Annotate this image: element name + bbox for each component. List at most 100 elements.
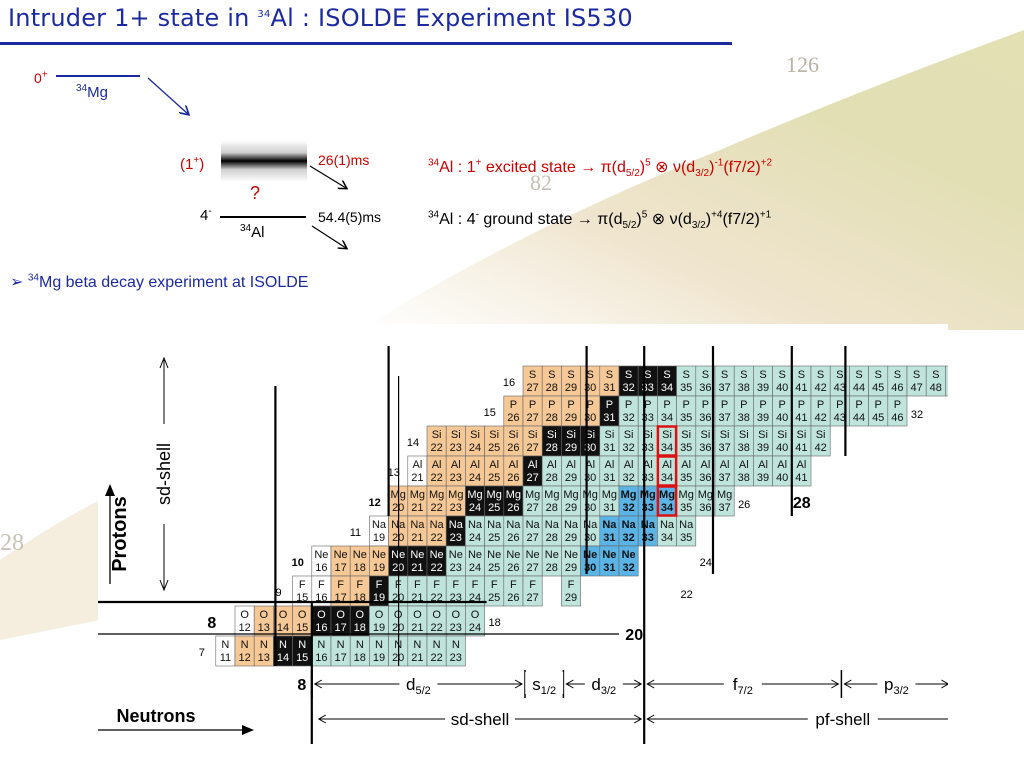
nuclide-symbol: Ne bbox=[449, 549, 463, 561]
nuclide-mass: 41 bbox=[795, 442, 807, 454]
nuclide-mass: 41 bbox=[795, 382, 807, 394]
z-label: 10 bbox=[292, 557, 304, 569]
nuclide-symbol: Na bbox=[449, 519, 464, 531]
nuclide-symbol: Al bbox=[585, 459, 595, 471]
nuclide-symbol: S bbox=[932, 369, 939, 381]
nuclide-mass: 35 bbox=[680, 532, 692, 544]
nuclide-mass: 37 bbox=[718, 472, 730, 484]
nuclide-symbol: O bbox=[432, 609, 441, 621]
neutron-sd-shell-label-bg bbox=[445, 707, 515, 729]
nuclide-mass: 28 bbox=[546, 472, 558, 484]
neutron-sd-shell-right-arrow-icon bbox=[633, 714, 643, 724]
nuclide-mass: 39 bbox=[757, 382, 769, 394]
nuclide-symbol: N bbox=[279, 639, 287, 651]
nuclide-mass: 32 bbox=[622, 472, 634, 484]
nuclide-mass: 36 bbox=[699, 442, 711, 454]
nuclide-mass: 37 bbox=[718, 442, 730, 454]
nuclide-cell bbox=[465, 605, 485, 637]
nuclide-symbol: Na bbox=[564, 519, 579, 531]
orbital-f72-label: f7/2 bbox=[733, 675, 753, 697]
nuclide-symbol: Na bbox=[410, 519, 425, 531]
orbital-f72-left-arrow-icon bbox=[646, 679, 655, 689]
nuclide-mass: 28 bbox=[546, 412, 558, 424]
nuclide-mass: 39 bbox=[757, 472, 769, 484]
nuclide-mass: 40 bbox=[776, 382, 788, 394]
nuclide-symbol: N bbox=[433, 639, 441, 651]
nuclide-symbol: Ne bbox=[430, 549, 444, 561]
nuclide-symbol: N bbox=[413, 639, 421, 651]
nuclide-symbol: Na bbox=[506, 519, 521, 531]
nuclide-symbol: Ne bbox=[353, 549, 367, 561]
nuclide-symbol: O bbox=[260, 609, 269, 621]
nuclide-symbol: F bbox=[376, 579, 383, 591]
nuclide-symbol: S bbox=[913, 369, 920, 381]
nuclide-symbol: Al bbox=[432, 459, 442, 471]
nuclide-symbol: O bbox=[413, 609, 422, 621]
nuclide-symbol: F bbox=[529, 579, 536, 591]
edge-label: 24 bbox=[700, 557, 712, 569]
nuclide-symbol: Al bbox=[739, 459, 749, 471]
nuclide-mass: 44 bbox=[853, 412, 865, 424]
nuclide-symbol: N bbox=[260, 639, 268, 651]
nuclide-mass: 19 bbox=[373, 532, 385, 544]
nuclide-symbol: N bbox=[298, 639, 306, 651]
nuclide-mass: 22 bbox=[430, 532, 442, 544]
neutron-sd-shell-label: sd-shell bbox=[451, 710, 510, 729]
nuclide-cell bbox=[522, 575, 543, 607]
nuclide-symbol: Na bbox=[602, 519, 617, 531]
nuclide-symbol: O bbox=[375, 609, 384, 621]
nuclide-symbol: S bbox=[779, 369, 786, 381]
nuclide-mass: 21 bbox=[411, 502, 423, 514]
nuclide-mass: 39 bbox=[757, 442, 769, 454]
magic-28: 28 bbox=[793, 495, 811, 512]
nuclide-symbol: Ne bbox=[602, 549, 616, 561]
nuclide-mass: 35 bbox=[680, 502, 692, 514]
nuclide-mass: 27 bbox=[526, 562, 538, 574]
nuclide-mass: 21 bbox=[411, 652, 423, 664]
orbital-d32-label-bg bbox=[584, 672, 623, 694]
nuclide-mass: 21 bbox=[411, 472, 423, 484]
nuclide-mass: 15 bbox=[296, 622, 308, 634]
nuclide-mass: 25 bbox=[488, 502, 500, 514]
nuclide-mass: 14 bbox=[277, 652, 289, 664]
page-title: Intruder 1+ state in 34Al : ISOLDE Exper… bbox=[8, 4, 633, 32]
nuclide-symbol: Al bbox=[413, 459, 423, 471]
nuclide-symbol: F bbox=[491, 579, 498, 591]
nuclide-symbol: Si bbox=[701, 429, 711, 441]
proton-shell-up-arrow-icon bbox=[159, 356, 169, 369]
nuclide-mass: 22 bbox=[430, 562, 442, 574]
orbital-d52-right-arrow-icon bbox=[514, 679, 524, 689]
nuclide-mass: 25 bbox=[488, 442, 500, 454]
nuclide-mass: 46 bbox=[891, 412, 903, 424]
nuclide-mass: 26 bbox=[507, 592, 519, 604]
nuclide-mass: 47 bbox=[910, 382, 922, 394]
neutrons-arrow-icon bbox=[242, 725, 254, 735]
nuclide-symbol: O bbox=[336, 609, 345, 621]
nuclide-symbol: Si bbox=[585, 429, 595, 441]
nuclide-symbol: Mg bbox=[544, 489, 559, 501]
nuclide-mass: 43 bbox=[834, 412, 846, 424]
nuclide-mass: 14 bbox=[277, 622, 289, 634]
nuclide-mass: 26 bbox=[507, 442, 519, 454]
nuclide-symbol: S bbox=[836, 369, 843, 381]
mg-beta-decay-arrow bbox=[147, 77, 188, 114]
nuclide-symbol: P bbox=[875, 399, 882, 411]
nuclide-mass: 24 bbox=[469, 532, 481, 544]
nuclide-symbol: Si bbox=[470, 429, 480, 441]
nuclide-symbol: S bbox=[644, 369, 651, 381]
nuclide-symbol: Si bbox=[547, 429, 557, 441]
nuclide-mass: 27 bbox=[526, 412, 538, 424]
nuclide-mass: 27 bbox=[526, 442, 538, 454]
nuclide-symbol: Mg bbox=[506, 489, 521, 501]
nuclide-mass: 18 bbox=[354, 622, 366, 634]
decay-arrows bbox=[147, 77, 420, 260]
edge-label: 32 bbox=[911, 409, 923, 421]
magic-20: 20 bbox=[625, 627, 643, 644]
nuclide-mass: 24 bbox=[469, 442, 481, 454]
nuclide-mass: 28 bbox=[546, 442, 558, 454]
nuclide-mass: 17 bbox=[334, 652, 346, 664]
nuclide-symbol: Ne bbox=[545, 549, 559, 561]
nuclide-symbol: Mg bbox=[563, 489, 578, 501]
nuclide-mass: 41 bbox=[795, 412, 807, 424]
excited-decay-arrow bbox=[309, 165, 346, 188]
